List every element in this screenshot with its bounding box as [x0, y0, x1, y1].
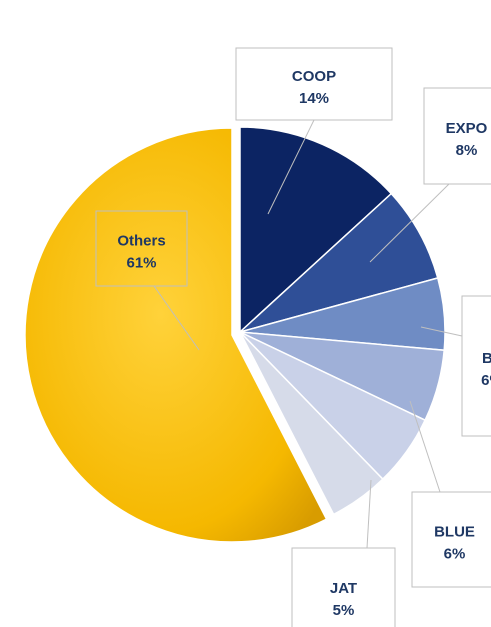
slice-label: BLUE — [434, 524, 475, 541]
leader-line — [366, 479, 372, 549]
slice-value: 61% — [126, 255, 156, 272]
slice-value: 6% — [444, 546, 466, 563]
callout-box — [95, 210, 188, 287]
callout-jat: JAT 5% — [291, 479, 396, 627]
slice-value: 6% — [481, 372, 491, 389]
callout-box — [461, 295, 491, 437]
slice-label: BL — [482, 350, 491, 367]
slice-label: COOP — [292, 68, 336, 85]
slice-label: Others — [117, 233, 165, 250]
slice-value: 8% — [456, 142, 478, 159]
leader-line — [420, 326, 463, 337]
pie-slice-others — [24, 127, 328, 543]
callout-box — [411, 491, 491, 588]
callout-expo: EXPO 8% — [369, 87, 491, 263]
slice-label: EXPO — [446, 120, 488, 137]
callout-bl: BL 6% — [420, 295, 491, 437]
pie-slice-expo — [239, 192, 439, 333]
pie-slice-coop — [239, 126, 393, 334]
callout-coop: COOP 14% — [235, 47, 393, 215]
callout-box — [235, 47, 393, 121]
callout-others: Others 61% — [95, 210, 200, 351]
leader-line — [153, 285, 200, 351]
leader-line — [369, 183, 450, 263]
slice-label: JAT — [330, 580, 357, 597]
leader-line — [267, 119, 315, 215]
callout-blue: BLUE 6% — [409, 400, 491, 588]
pie-slices — [24, 126, 446, 543]
leader-line — [409, 400, 441, 493]
callout-labels: COOP 14% EXPO 8% BL 6% BLUE 6% JAT 5% Others 61% — [95, 47, 491, 627]
callout-box — [423, 87, 491, 185]
slice-value: 14% — [299, 90, 329, 107]
slice-value: 5% — [333, 602, 355, 619]
callout-box — [291, 547, 396, 627]
pie-slice-jat — [239, 331, 384, 516]
